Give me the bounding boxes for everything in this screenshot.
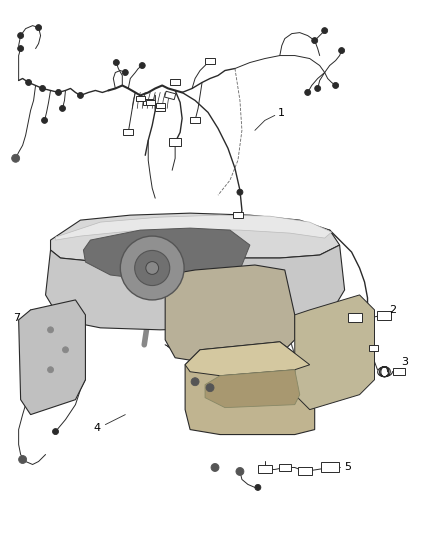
- Circle shape: [332, 83, 339, 88]
- Circle shape: [56, 90, 61, 95]
- Circle shape: [321, 28, 328, 34]
- Polygon shape: [19, 300, 85, 415]
- Bar: [165, 91, 176, 100]
- Polygon shape: [50, 213, 339, 262]
- Circle shape: [146, 262, 159, 274]
- Polygon shape: [185, 342, 314, 434]
- Text: 3: 3: [401, 357, 408, 367]
- Polygon shape: [83, 228, 250, 280]
- Text: 5: 5: [345, 463, 352, 472]
- Circle shape: [134, 251, 170, 286]
- Polygon shape: [46, 245, 345, 330]
- Bar: [368, 345, 378, 351]
- Polygon shape: [56, 215, 332, 240]
- Circle shape: [48, 367, 53, 373]
- Circle shape: [19, 456, 27, 464]
- Circle shape: [48, 327, 53, 333]
- Circle shape: [191, 378, 199, 386]
- Circle shape: [255, 484, 261, 490]
- Circle shape: [312, 38, 318, 44]
- Polygon shape: [165, 265, 295, 362]
- Bar: [136, 96, 145, 101]
- Circle shape: [236, 467, 244, 475]
- Bar: [393, 368, 406, 375]
- Circle shape: [120, 236, 184, 300]
- Circle shape: [206, 384, 214, 392]
- Circle shape: [305, 90, 311, 95]
- Bar: [169, 139, 181, 147]
- Circle shape: [18, 46, 24, 52]
- Text: 2: 2: [389, 305, 396, 315]
- Bar: [190, 117, 200, 123]
- Bar: [258, 465, 272, 473]
- Circle shape: [35, 25, 42, 30]
- Circle shape: [211, 464, 219, 472]
- Bar: [146, 100, 155, 105]
- Polygon shape: [185, 342, 310, 376]
- Circle shape: [63, 347, 68, 353]
- Bar: [205, 58, 215, 63]
- Circle shape: [25, 79, 32, 85]
- Bar: [233, 212, 243, 218]
- Bar: [170, 79, 180, 85]
- Bar: [298, 467, 312, 475]
- Bar: [321, 463, 339, 472]
- Circle shape: [42, 117, 48, 123]
- Polygon shape: [205, 370, 300, 408]
- Text: 4: 4: [93, 423, 100, 433]
- Circle shape: [139, 62, 145, 69]
- Bar: [348, 313, 361, 322]
- Circle shape: [122, 69, 128, 76]
- Bar: [143, 100, 153, 106]
- Circle shape: [237, 189, 243, 195]
- Circle shape: [60, 106, 66, 111]
- Circle shape: [314, 85, 321, 92]
- Text: 1: 1: [278, 108, 285, 118]
- Circle shape: [18, 33, 24, 38]
- Circle shape: [78, 92, 83, 99]
- Circle shape: [339, 47, 345, 53]
- Text: 7: 7: [13, 313, 20, 323]
- Circle shape: [53, 429, 59, 434]
- Bar: [378, 311, 392, 320]
- Circle shape: [39, 85, 46, 92]
- Bar: [155, 106, 165, 111]
- Polygon shape: [295, 295, 374, 410]
- Bar: [279, 464, 291, 471]
- Bar: [155, 103, 165, 108]
- Circle shape: [12, 154, 20, 162]
- Circle shape: [113, 60, 119, 66]
- Bar: [124, 130, 133, 135]
